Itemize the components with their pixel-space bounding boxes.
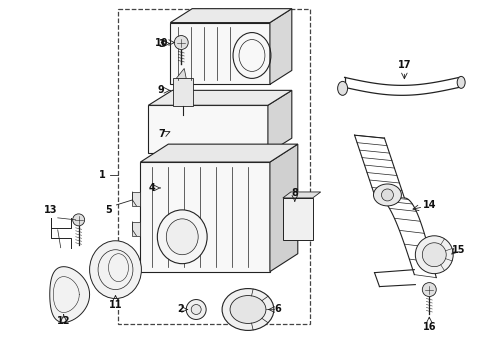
Text: 5: 5 bbox=[105, 205, 112, 215]
Circle shape bbox=[422, 283, 435, 297]
Text: 8: 8 bbox=[291, 188, 298, 198]
Ellipse shape bbox=[166, 219, 198, 255]
Text: 1: 1 bbox=[99, 170, 106, 180]
Bar bbox=[282, 198, 312, 240]
Text: 2: 2 bbox=[177, 305, 183, 315]
Circle shape bbox=[191, 305, 201, 315]
Polygon shape bbox=[148, 90, 291, 105]
Polygon shape bbox=[269, 9, 291, 84]
Circle shape bbox=[186, 300, 206, 319]
Circle shape bbox=[73, 214, 84, 226]
Ellipse shape bbox=[456, 76, 464, 88]
Text: 12: 12 bbox=[57, 316, 70, 327]
Bar bbox=[118, 9, 309, 324]
Ellipse shape bbox=[229, 296, 265, 323]
Polygon shape bbox=[170, 23, 269, 84]
Polygon shape bbox=[140, 144, 297, 162]
Polygon shape bbox=[132, 192, 140, 206]
Ellipse shape bbox=[157, 210, 207, 264]
Ellipse shape bbox=[89, 241, 141, 298]
Text: 4: 4 bbox=[149, 183, 155, 193]
Polygon shape bbox=[148, 105, 267, 153]
Text: 3: 3 bbox=[158, 39, 164, 49]
Circle shape bbox=[381, 189, 393, 201]
Polygon shape bbox=[132, 222, 140, 236]
Text: 10: 10 bbox=[154, 37, 168, 48]
Polygon shape bbox=[269, 144, 297, 272]
Text: 17: 17 bbox=[397, 60, 410, 71]
Polygon shape bbox=[140, 162, 269, 272]
Text: 14: 14 bbox=[422, 200, 435, 210]
Polygon shape bbox=[50, 267, 89, 323]
Polygon shape bbox=[176, 68, 186, 78]
Bar bbox=[173, 78, 193, 106]
Ellipse shape bbox=[337, 81, 347, 95]
Ellipse shape bbox=[414, 236, 452, 274]
Text: 9: 9 bbox=[158, 85, 164, 95]
Text: 7: 7 bbox=[158, 129, 164, 139]
Text: 6: 6 bbox=[274, 305, 281, 315]
Ellipse shape bbox=[222, 289, 273, 330]
Ellipse shape bbox=[373, 184, 401, 206]
Polygon shape bbox=[170, 9, 291, 23]
Text: 13: 13 bbox=[44, 205, 58, 215]
Text: 16: 16 bbox=[422, 323, 435, 332]
Circle shape bbox=[174, 36, 188, 50]
Polygon shape bbox=[282, 192, 320, 198]
Ellipse shape bbox=[422, 243, 446, 267]
Polygon shape bbox=[267, 90, 291, 153]
Text: 15: 15 bbox=[451, 245, 465, 255]
Text: 11: 11 bbox=[108, 300, 122, 310]
